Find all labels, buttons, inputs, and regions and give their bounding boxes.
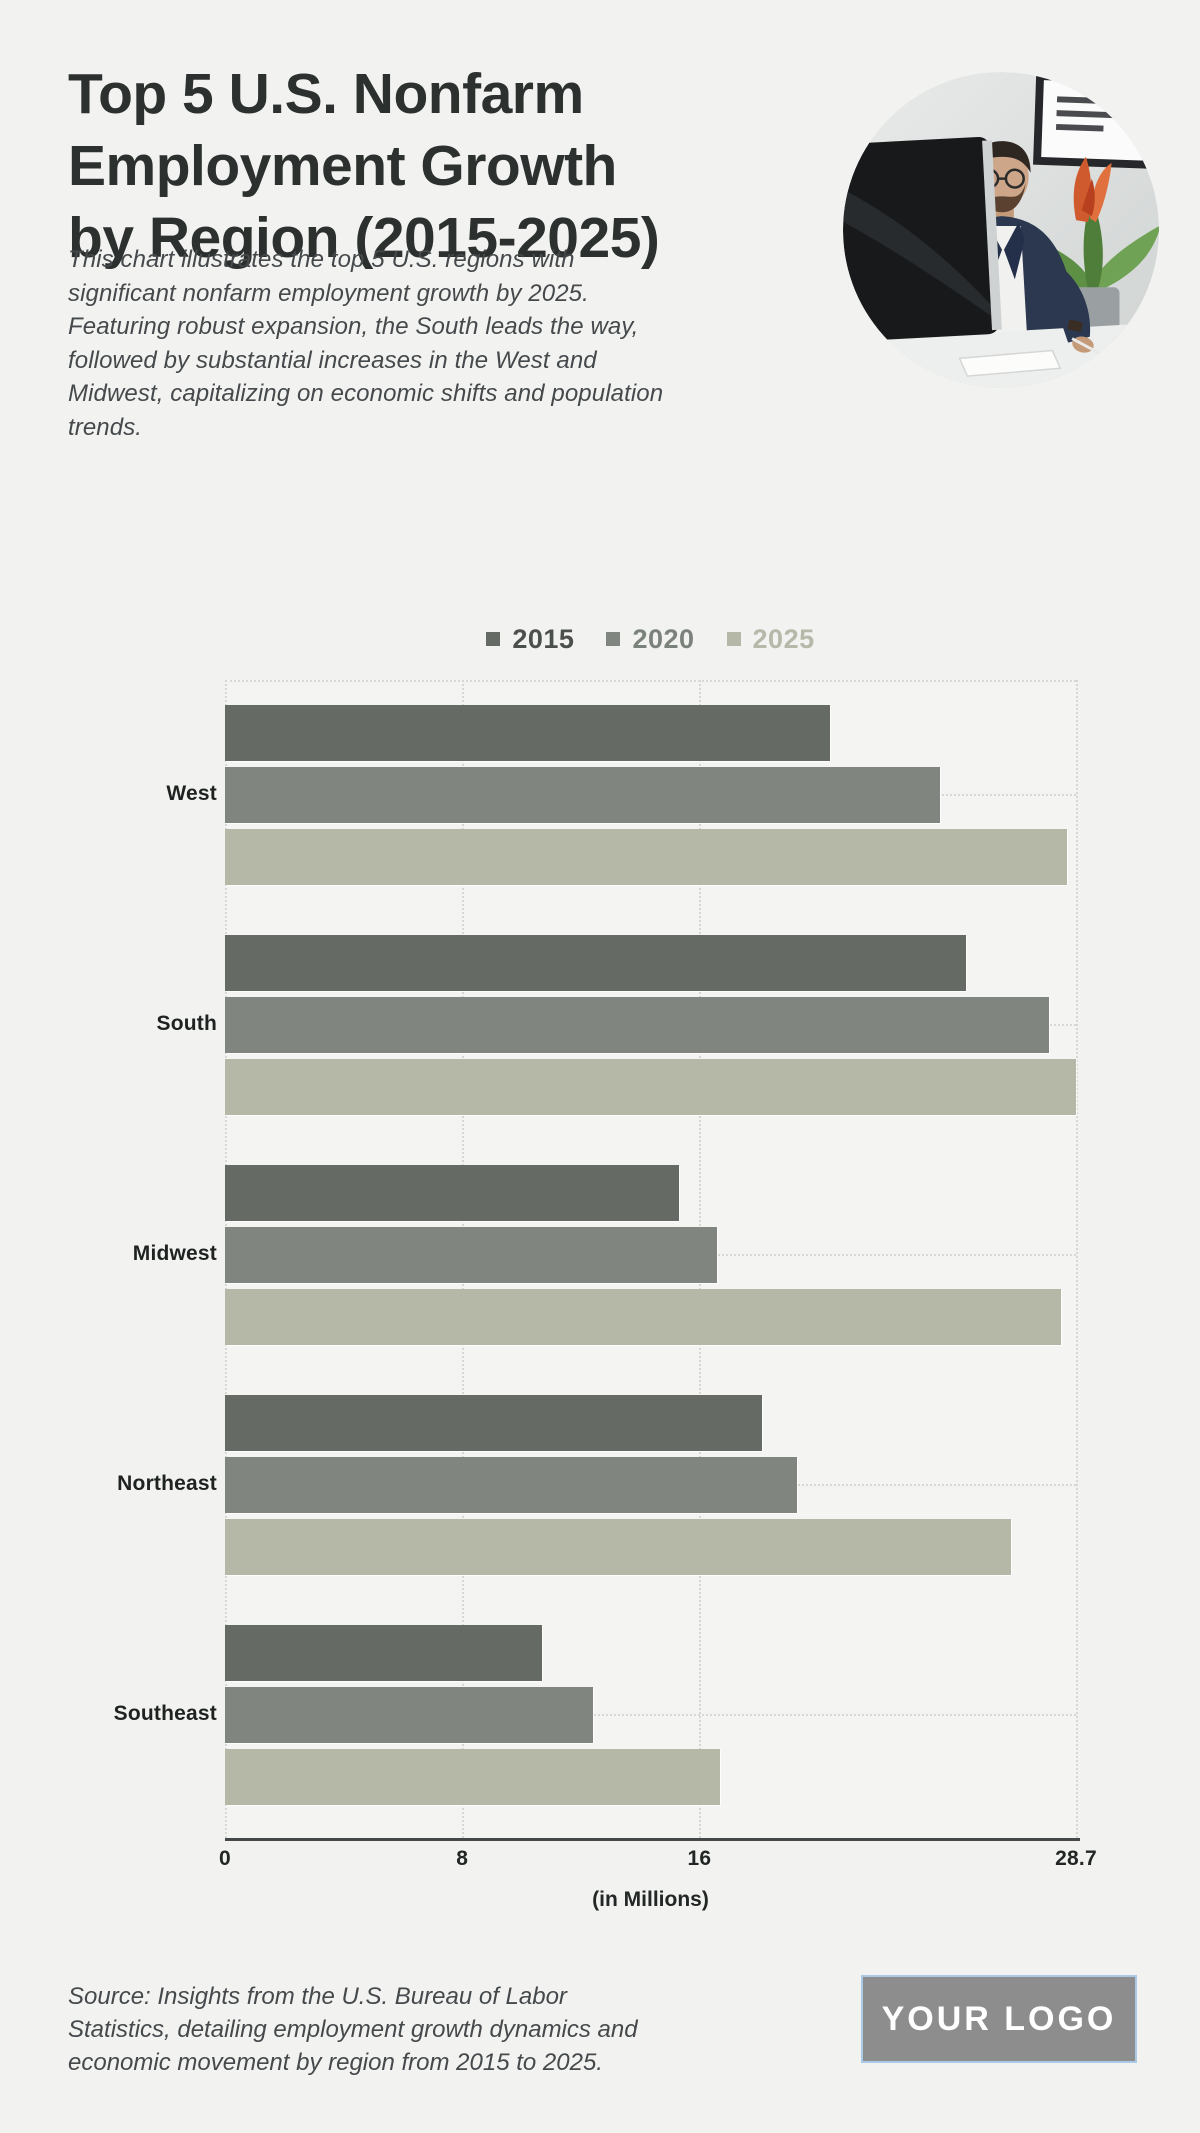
title-line-3: by Region (2015-2025) [68, 206, 660, 270]
x-axis-title: (in Millions) [592, 1888, 709, 1911]
region-label-northeast: Northeast [117, 1472, 217, 1495]
legend-label: 2025 [752, 623, 815, 654]
legend-label: 2020 [632, 623, 695, 654]
bar-west-2025 [225, 829, 1068, 885]
plot-top-border [225, 680, 1076, 682]
bar-south-2015 [225, 935, 967, 991]
bar-southeast-2015 [225, 1625, 543, 1681]
plot-area [225, 680, 1078, 1838]
bar-southeast-2025 [225, 1749, 721, 1805]
legend-item-2025: 2025 [726, 623, 815, 655]
legend-label: 2015 [512, 623, 575, 654]
bar-group-west [225, 705, 1076, 885]
bar-south-2025 [225, 1059, 1076, 1115]
wall-frame [1033, 72, 1159, 170]
bar-group-northeast [225, 1395, 1076, 1575]
x-tick-28.7: 28.7 [1055, 1847, 1097, 1870]
logo-text: YOUR LOGO [881, 1999, 1117, 2038]
legend-item-2015: 2015 [486, 624, 574, 655]
paper [958, 349, 1062, 377]
profile-photo [843, 72, 1159, 388]
bar-midwest-2015 [225, 1165, 679, 1221]
x-tick-labels: 0 8 16 28.7 [219, 1847, 1097, 1873]
bar-midwest-2020 [225, 1227, 718, 1283]
region-label-midwest: Midwest [132, 1242, 217, 1265]
bar-group-southeast [225, 1625, 1076, 1805]
bar-northeast-2020 [225, 1457, 798, 1513]
bar-northeast-2015 [225, 1395, 762, 1451]
legend-swatch-icon [486, 632, 501, 646]
gridline-x-28.7 [1076, 680, 1078, 1838]
legend-item-2020: 2020 [606, 624, 694, 655]
region-label-southeast: Southeast [113, 1702, 217, 1725]
source-note: Source: Insights from the U.S. Bureau of… [68, 1983, 638, 2076]
bar-midwest-2025 [225, 1289, 1062, 1345]
page-title: Top 5 U.S. Nonfarm Employment Growth by … [68, 58, 848, 274]
logo-placeholder: YOUR LOGO [861, 1975, 1137, 2063]
region-labels: West South Midwest Northeast Southeast [0, 680, 217, 1838]
bar-west-2015 [225, 705, 830, 761]
bar-group-south [225, 935, 1076, 1115]
x-tick-0: 0 [219, 1847, 231, 1870]
photo-illustration [843, 72, 1159, 388]
category-gridline [225, 1714, 1076, 1716]
legend-swatch-icon [606, 632, 621, 646]
bar-southeast-2020 [225, 1687, 593, 1743]
bar-south-2020 [225, 997, 1050, 1053]
bar-northeast-2025 [225, 1519, 1011, 1575]
legend-swatch-icon [726, 632, 741, 646]
region-label-west: West [166, 782, 217, 805]
chart-description: This chart illustrates the top 5 U.S. re… [68, 246, 664, 441]
x-tick-8: 8 [456, 1847, 469, 1870]
arm-with-pen [1046, 269, 1103, 356]
bar-west-2020 [225, 767, 940, 823]
title-line-1: Top 5 U.S. Nonfarm [68, 62, 584, 126]
title-line-2: Employment Growth [68, 134, 617, 198]
bar-group-midwest [225, 1165, 1076, 1345]
region-label-south: South [156, 1012, 217, 1035]
monitor [843, 137, 1002, 344]
chart-legend: 2015 2020 2025 [225, 622, 1076, 656]
x-tick-16: 16 [687, 1847, 712, 1870]
x-axis-line [225, 1838, 1080, 1841]
